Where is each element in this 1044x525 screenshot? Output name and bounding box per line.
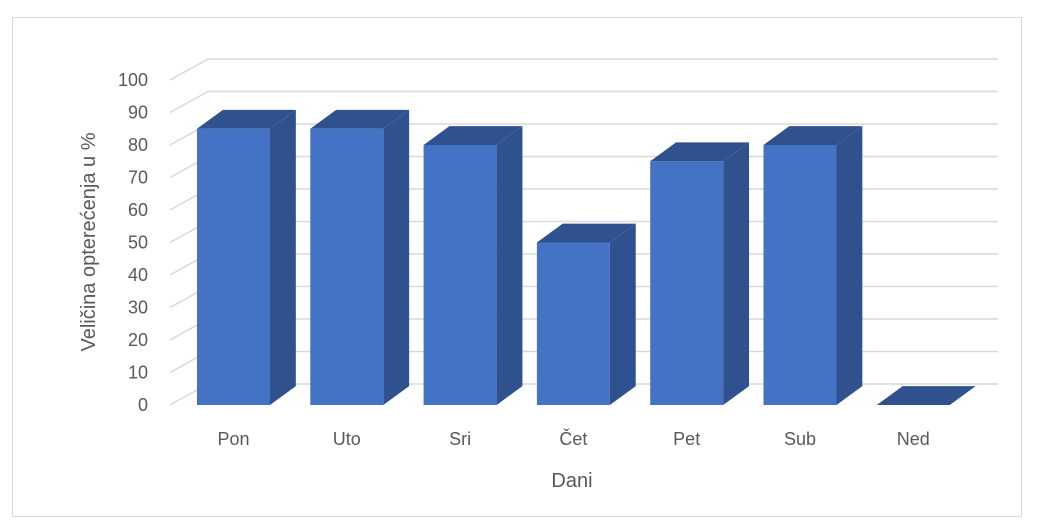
y-axis-title: Veličina opterećenja u % xyxy=(78,132,100,351)
bar-side xyxy=(496,126,523,405)
bar-front xyxy=(650,161,724,405)
bar-top xyxy=(310,109,410,129)
bar-front xyxy=(536,242,610,405)
x-tick-labels: Pon Uto Sri Čet Pet Sub Ned xyxy=(217,428,929,449)
y-tick-label: 0 xyxy=(138,395,148,415)
bar xyxy=(310,109,410,405)
x-tick-label: Ned xyxy=(897,429,930,449)
x-tick-label: Pon xyxy=(217,429,249,449)
y-tick-label: 80 xyxy=(128,135,148,155)
bar-front xyxy=(197,128,270,405)
bar-front xyxy=(310,128,384,405)
y-tick-label: 60 xyxy=(128,200,148,220)
y-tick-label: 10 xyxy=(128,363,148,383)
x-tick-label: Sub xyxy=(784,429,816,449)
bars xyxy=(197,109,976,405)
bar-side xyxy=(836,126,863,405)
y-tick-label: 20 xyxy=(128,330,148,350)
bar xyxy=(763,126,863,405)
gridline xyxy=(169,90,998,114)
bar xyxy=(536,223,636,405)
y-tick-label: 70 xyxy=(128,168,148,188)
x-axis-title: Dani xyxy=(551,470,592,492)
bar xyxy=(423,126,523,405)
bar xyxy=(876,386,976,405)
bar xyxy=(197,109,296,405)
y-tick-label: 100 xyxy=(118,70,148,90)
x-tick-label: Čet xyxy=(559,428,587,449)
bar-side xyxy=(723,142,750,405)
x-tick-label: Sri xyxy=(449,429,471,449)
y-tick-label: 50 xyxy=(128,233,148,253)
bar-side xyxy=(270,109,296,405)
y-tick-label: 40 xyxy=(128,265,148,285)
bar-top xyxy=(423,126,523,145)
bar-top xyxy=(197,109,296,129)
y-tick-labels: 0 10 20 30 40 50 60 70 80 90 100 xyxy=(118,70,148,415)
x-tick-label: Uto xyxy=(333,429,361,449)
bar-front xyxy=(423,145,497,405)
gridline xyxy=(169,58,998,81)
bar-top xyxy=(763,126,863,145)
y-tick-label: 30 xyxy=(128,298,148,318)
y-tick-label: 90 xyxy=(128,103,148,123)
bar-side xyxy=(383,109,410,405)
bar-top xyxy=(536,223,636,243)
bar-top xyxy=(876,386,976,405)
bar-side xyxy=(609,223,636,405)
bar-front xyxy=(763,145,837,405)
x-tick-label: Pet xyxy=(673,429,700,449)
bar xyxy=(650,142,750,405)
bar-top xyxy=(650,142,750,162)
